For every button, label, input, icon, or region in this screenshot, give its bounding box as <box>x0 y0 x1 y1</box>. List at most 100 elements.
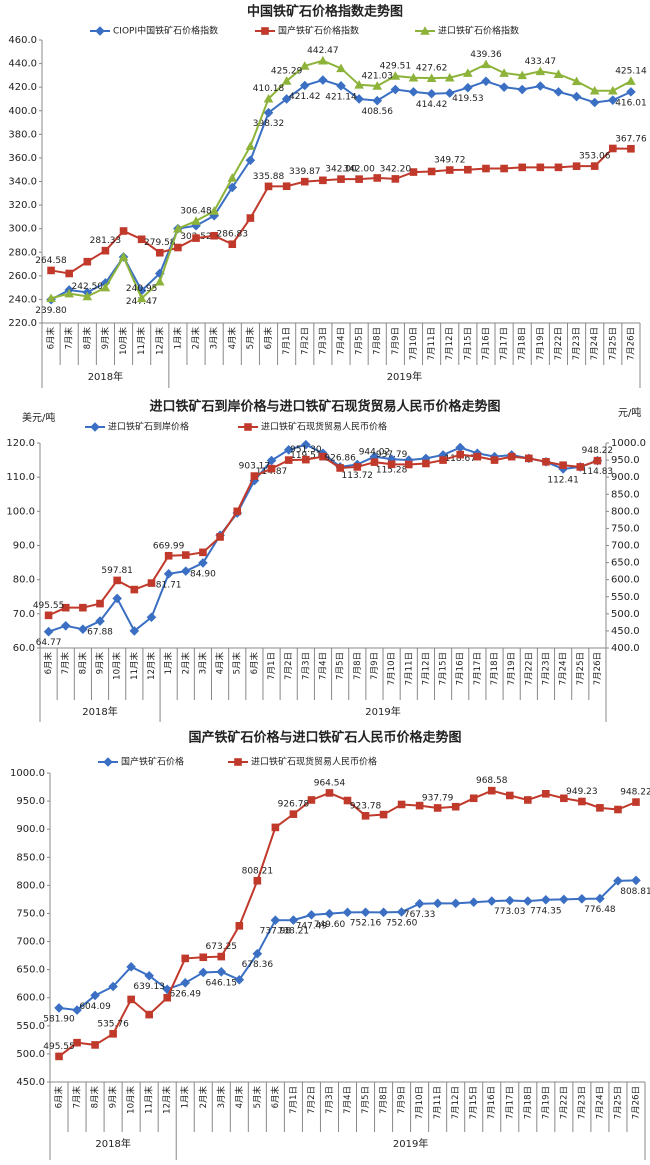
y-tick-label: 1000.0 <box>10 768 45 779</box>
y-tick-label: 240.0 <box>8 294 37 305</box>
x-tick-label: 7月23日 <box>572 327 582 360</box>
value-label: 581.90 <box>43 1014 75 1024</box>
marker <box>112 593 122 604</box>
legend-label: 进口铁矿石到岸价格 <box>108 421 189 433</box>
marker <box>302 455 310 464</box>
marker <box>228 240 237 248</box>
y-tick-label: 70.0 <box>13 609 35 620</box>
marker <box>55 1052 63 1061</box>
value-label: 752.16 <box>350 919 382 929</box>
y-tick-label: 420.0 <box>8 82 37 93</box>
marker <box>136 285 147 296</box>
marker <box>499 82 509 92</box>
x-tick-label: 7月1日 <box>267 652 277 680</box>
marker <box>468 897 479 908</box>
x-tick-label: 10月末 <box>118 327 129 355</box>
y-tick-label: 360.0 <box>8 153 37 164</box>
x-tick-label: 7月18日 <box>490 652 500 685</box>
marker <box>517 84 528 95</box>
value-label: 808.81 <box>620 887 650 897</box>
marker <box>499 68 509 77</box>
marker <box>372 95 383 106</box>
marker <box>427 167 436 176</box>
marker <box>252 948 263 959</box>
y-tick-label: 320.0 <box>8 200 37 211</box>
marker <box>596 804 604 812</box>
x-tick-label: 8月末 <box>90 1086 101 1109</box>
value-label: 937.79 <box>376 450 408 460</box>
y-tick-label: 280.0 <box>8 247 37 258</box>
y-tick-label: 750.0 <box>16 908 45 919</box>
marker <box>227 173 238 182</box>
marker <box>571 76 582 86</box>
marker <box>72 1005 82 1015</box>
value-label: 427.62 <box>416 64 448 74</box>
marker <box>47 266 55 275</box>
marker <box>235 922 244 930</box>
marker <box>181 954 190 963</box>
marker <box>271 823 280 832</box>
y-tick-label: 500.0 <box>16 1049 45 1060</box>
x-tick-label: 7月4日 <box>343 1086 353 1114</box>
value-label: 281.33 <box>90 236 122 246</box>
x-group-label: 2019年 <box>387 370 422 383</box>
marker <box>299 61 310 70</box>
value-label: 678.36 <box>242 960 274 970</box>
marker <box>245 141 256 150</box>
marker <box>282 182 291 191</box>
marker <box>103 757 113 767</box>
x-tick-label: 3月末 <box>197 652 208 675</box>
marker <box>234 758 242 766</box>
x-tick-label: 2月末 <box>198 1086 209 1109</box>
marker <box>281 76 292 85</box>
marker <box>301 439 311 450</box>
x-tick-label: 7月16日 <box>487 1086 497 1119</box>
marker <box>216 533 224 541</box>
x-tick-label: 7月22日 <box>554 327 564 360</box>
value-label: 425.14 <box>615 67 647 77</box>
marker <box>578 797 586 806</box>
marker <box>559 894 569 905</box>
value-label: 67.88 <box>87 628 113 638</box>
marker <box>217 952 226 961</box>
marker <box>154 268 165 279</box>
marker <box>318 55 328 65</box>
marker <box>246 214 255 222</box>
marker <box>500 164 508 173</box>
x-tick-label: 7月3日 <box>325 1086 335 1114</box>
value-label: 349.72 <box>434 156 466 166</box>
marker <box>180 566 191 576</box>
marker <box>593 456 602 465</box>
marker <box>361 812 370 820</box>
value-label: 439.36 <box>470 50 502 60</box>
marker <box>444 72 455 82</box>
marker <box>249 475 260 486</box>
marker <box>174 243 182 252</box>
marker <box>289 810 298 818</box>
value-label: 342.00 <box>343 165 375 175</box>
y-tick-label: 950.0 <box>16 796 45 807</box>
x-tick-label: 7月17日 <box>473 652 483 685</box>
marker <box>300 177 309 186</box>
value-label: 112.41 <box>547 475 579 485</box>
y2-tick-label: 750.0 <box>611 523 640 534</box>
marker <box>319 176 327 185</box>
marker <box>481 59 491 69</box>
marker <box>481 76 491 87</box>
marker <box>216 966 227 977</box>
value-label: 673.25 <box>206 942 238 952</box>
value-label: 367.76 <box>615 134 647 144</box>
x-tick-label: 5月末 <box>245 327 256 350</box>
value-label: 926.78 <box>278 800 310 810</box>
marker <box>355 175 363 183</box>
x-tick-label: 7月12日 <box>445 327 455 360</box>
value-label: 416.01 <box>615 98 647 108</box>
value-label: 247.47 <box>126 297 158 307</box>
marker <box>261 27 269 35</box>
marker <box>155 248 164 257</box>
value-label: 335.88 <box>253 172 285 182</box>
marker <box>518 163 527 172</box>
x-tick-label: 7月9日 <box>370 652 380 680</box>
marker <box>90 422 100 432</box>
